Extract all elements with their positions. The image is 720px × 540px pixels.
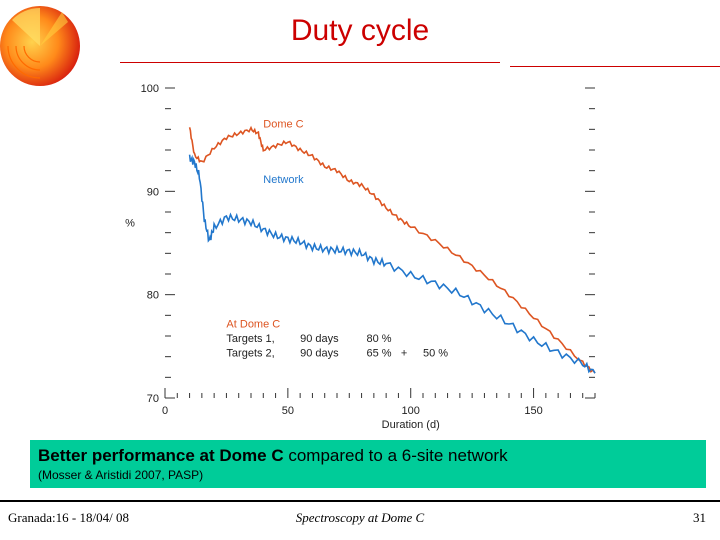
annotation-row1-value: 80 % xyxy=(366,333,391,345)
conclusion-banner: Better performance at Dome C compared to… xyxy=(30,440,706,488)
y-tick-label: 80 xyxy=(147,290,159,302)
annotation-row2-extra: 50 % xyxy=(423,348,448,360)
y-tick-label: 70 xyxy=(147,393,159,405)
chart-axes: 70 80 90 100 0 50 100 150 xyxy=(141,83,596,417)
series-line-network xyxy=(188,154,596,374)
annotation-row2-label: Targets 2, xyxy=(226,348,274,360)
footer-divider xyxy=(0,500,720,502)
x-tick-label: 100 xyxy=(402,405,420,417)
footer-event: Granada:16 - 18/04/ 08 xyxy=(8,510,129,525)
x-tick-label: 50 xyxy=(282,405,294,417)
y-tick-label: 90 xyxy=(147,186,159,198)
solar-interior-logo xyxy=(0,6,80,86)
chart-series: Dome C Network xyxy=(188,118,596,374)
x-axis-label: Duration (d) xyxy=(382,419,440,431)
y-tick-label: 100 xyxy=(141,83,159,95)
banner-bold-text: Better performance at Dome C xyxy=(38,446,284,465)
slide-title: Duty cycle xyxy=(290,14,430,47)
chart-annotations: At Dome C Targets 1, 90 days 80 % Target… xyxy=(226,319,448,360)
banner-statement: Better performance at Dome C compared to… xyxy=(38,446,508,466)
series-label-dome-c: Dome C xyxy=(263,118,303,130)
x-tick-label: 0 xyxy=(162,405,168,417)
annotation-heading: At Dome C xyxy=(226,319,280,331)
duty-cycle-chart: 70 80 90 100 0 50 100 150 Dome C Network Duratio… xyxy=(125,83,596,431)
annotation-row1-label: Targets 1, xyxy=(226,333,274,345)
series-label-network: Network xyxy=(263,174,304,186)
annotation-row1-days: 90 days xyxy=(300,333,339,345)
x-tick-label: 150 xyxy=(524,405,542,417)
annotation-row2-plus: + xyxy=(401,348,407,360)
title-underline-left xyxy=(120,62,500,63)
series-line-dome-c xyxy=(188,125,596,374)
annotation-row2-days: 90 days xyxy=(300,348,339,360)
banner-reference: (Mosser & Aristidi 2007, PASP) xyxy=(38,468,204,482)
annotation-row2-value: 65 % xyxy=(366,348,391,360)
banner-rest-text: compared to a 6-site network xyxy=(283,446,508,465)
footer-talk-title: Spectroscopy at Dome C xyxy=(295,510,425,525)
y-axis-label: % xyxy=(125,217,135,229)
title-underline-right xyxy=(510,66,720,67)
footer-page-number: 31 xyxy=(693,510,706,525)
